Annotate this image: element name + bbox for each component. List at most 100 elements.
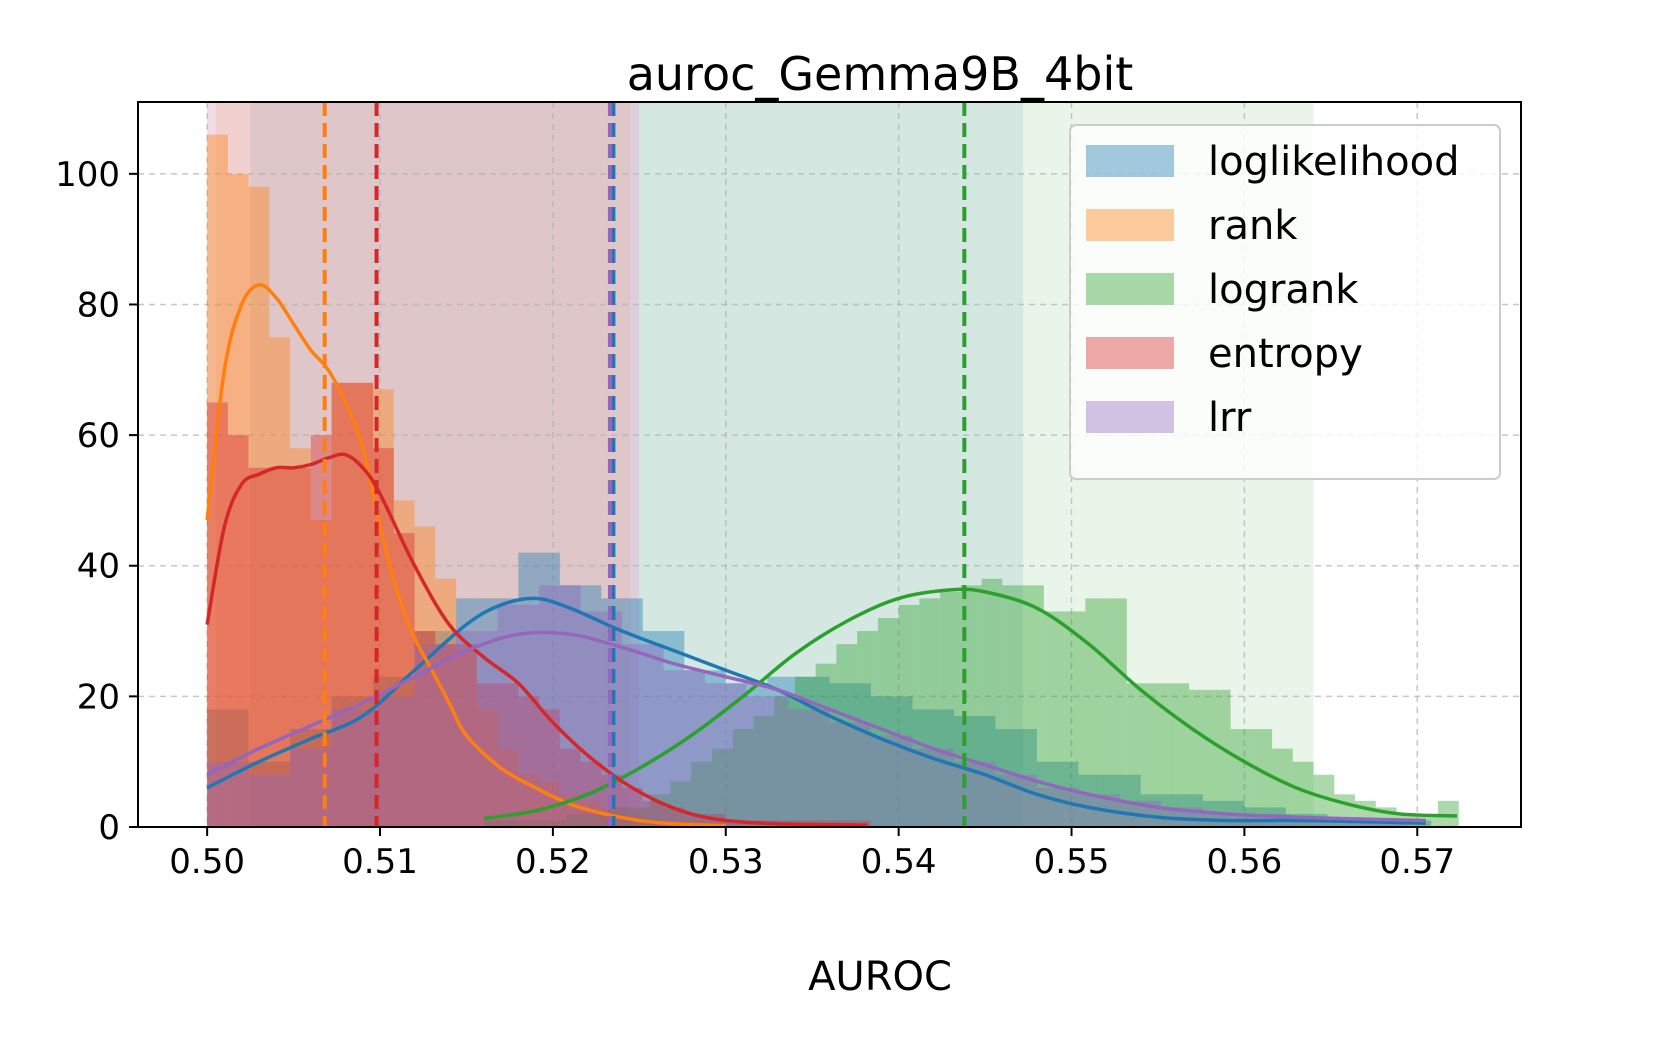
chart-title: auroc_Gemma9B_4bit (627, 47, 1134, 101)
bar-logrank-12 (732, 729, 754, 827)
bar-rank-3 (269, 337, 291, 827)
bar-loglikelihood-23 (684, 670, 706, 827)
band-entropy (207, 102, 640, 827)
bar-loglikelihood-1 (227, 709, 249, 827)
bar-logrank-11 (711, 748, 733, 827)
kde-curve-lrr (206, 630, 1426, 823)
bar-logrank-28 (1064, 611, 1086, 827)
legend-label-entropy: entropy (1208, 331, 1363, 377)
bar-rank-13 (476, 709, 498, 827)
bar-logrank-27 (1043, 611, 1065, 827)
bar-loglikelihood-38 (995, 729, 1017, 827)
bar-entropy-4 (290, 467, 311, 827)
bar-loglikelihood-7 (352, 696, 374, 827)
bar-logrank-25 (1002, 585, 1024, 827)
bar-logrank-21 (919, 598, 941, 827)
bar-logrank-34 (1189, 689, 1210, 827)
bar-lrr-36 (953, 761, 975, 827)
bar-logrank-37 (1251, 729, 1273, 827)
band-rank (215, 102, 631, 827)
bar-loglikelihood-4 (290, 729, 311, 827)
x-tick-label-0.54: 0.54 (861, 842, 937, 882)
bar-lrr-2 (248, 774, 270, 827)
bar-loglikelihood-16 (539, 552, 560, 827)
y-tick-label-20: 20 (77, 677, 120, 717)
bar-loglikelihood-12 (456, 598, 477, 827)
bar-lrr-39 (1016, 774, 1037, 827)
legend-swatch-lrr (1086, 401, 1174, 433)
bar-lrr-1 (227, 761, 249, 827)
band-lrr (207, 102, 640, 827)
x-tick-label-0.57: 0.57 (1379, 842, 1455, 882)
bar-lrr-21 (642, 644, 664, 827)
bar-lrr-25 (725, 683, 747, 827)
bar-loglikelihood-42 (1078, 774, 1100, 827)
legend-label-logrank: logrank (1208, 267, 1359, 313)
bar-logrank-13 (753, 715, 775, 827)
bar-lrr-29 (808, 709, 830, 827)
bar-lrr-24 (705, 683, 726, 827)
x-tick-label-0.53: 0.53 (688, 842, 764, 882)
y-tick-label-60: 60 (77, 416, 120, 456)
bar-loglikelihood-3 (269, 761, 291, 827)
bar-lrr-18 (580, 611, 602, 827)
legend-label-lrr: lrr (1208, 395, 1252, 441)
plot-frame (137, 101, 1522, 828)
bar-lrr-34 (912, 748, 934, 827)
bar-lrr-32 (870, 735, 892, 827)
bar-loglikelihood-33 (891, 696, 913, 827)
bar-lrr-23 (684, 670, 706, 827)
bar-entropy-3 (269, 467, 291, 827)
y-tick-label-40: 40 (77, 547, 120, 587)
legend-swatch-logrank (1086, 273, 1174, 305)
bar-lrr-17 (559, 585, 581, 827)
bar-loglikelihood-17 (559, 585, 581, 827)
bar-lrr-54 (1327, 820, 1349, 827)
median-lines (322, 102, 967, 827)
bar-lrr-8 (373, 696, 394, 827)
bar-lrr-55 (1348, 820, 1369, 827)
legend-items: loglikelihood rank logrank entropy lrr (1086, 139, 1459, 441)
bar-lrr-20 (622, 644, 643, 827)
bar-rank-11 (435, 578, 457, 827)
x-tick-label-0.56: 0.56 (1207, 842, 1283, 882)
bar-logrank-10 (691, 761, 712, 827)
bar-loglikelihood-34 (912, 709, 934, 827)
bar-loglikelihood-10 (414, 631, 436, 827)
bar-loglikelihood-25 (725, 683, 747, 827)
bar-logrank-32 (1147, 683, 1169, 827)
bar-logrank-22 (940, 591, 961, 827)
bar-logrank-46 (1438, 800, 1459, 827)
legend-frame (1069, 124, 1501, 480)
bar-logrank-26 (1023, 585, 1044, 827)
bar-lrr-15 (518, 604, 540, 827)
bar-loglikelihood-35 (933, 709, 954, 827)
bar-rank-7 (352, 382, 374, 827)
bar-loglikelihood-11 (435, 631, 457, 827)
bar-lrr-38 (995, 774, 1017, 827)
bar-loglikelihood-26 (746, 683, 768, 827)
legend-swatch-loglikelihood (1086, 145, 1174, 177)
bar-rank-12 (456, 650, 477, 827)
kde-curve-logrank (483, 587, 1458, 821)
bar-lrr-6 (331, 709, 353, 827)
bar-entropy-7 (352, 382, 374, 827)
bar-entropy-15 (518, 696, 540, 827)
bar-loglikelihood-32 (870, 696, 892, 827)
legend-swatch-entropy (1086, 337, 1174, 369)
bar-loglikelihood-45 (1140, 794, 1162, 827)
bar-logrank-39 (1292, 761, 1314, 827)
bar-lrr-28 (788, 709, 809, 827)
bar-logrank-30 (1106, 598, 1127, 827)
bar-lrr-9 (393, 696, 415, 827)
bar-loglikelihood-41 (1057, 761, 1079, 827)
band-loglikelihood (250, 102, 1024, 827)
legend-label-rank: rank (1208, 203, 1298, 249)
bar-lrr-12 (456, 631, 477, 827)
bar-logrank-14 (774, 696, 795, 827)
bar-logrank-0 (483, 820, 505, 827)
bar-logrank-36 (1230, 729, 1252, 827)
bar-logrank-38 (1272, 748, 1293, 827)
x-tick-label-0.52: 0.52 (515, 842, 591, 882)
bar-logrank-2 (525, 820, 546, 827)
